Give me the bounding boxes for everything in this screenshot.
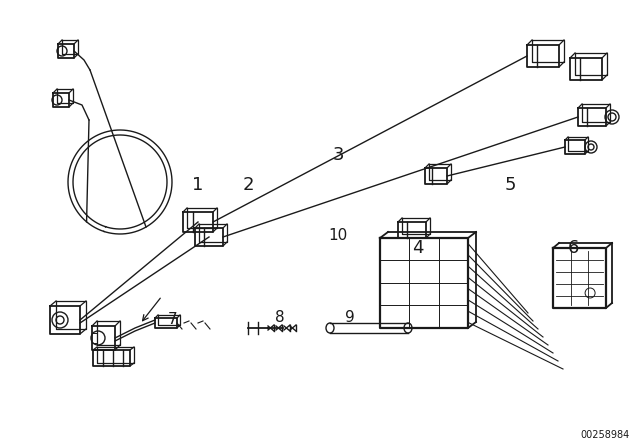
Text: 2: 2 [243,176,253,194]
Text: 7: 7 [168,313,178,327]
Text: 00258984: 00258984 [580,430,630,440]
Text: 4: 4 [412,239,424,257]
Text: 5: 5 [504,176,516,194]
Text: 9: 9 [345,310,355,326]
Text: 3: 3 [332,146,344,164]
Text: 8: 8 [275,310,285,326]
Text: 6: 6 [567,239,579,257]
Text: 10: 10 [328,228,348,242]
Text: 1: 1 [192,176,204,194]
